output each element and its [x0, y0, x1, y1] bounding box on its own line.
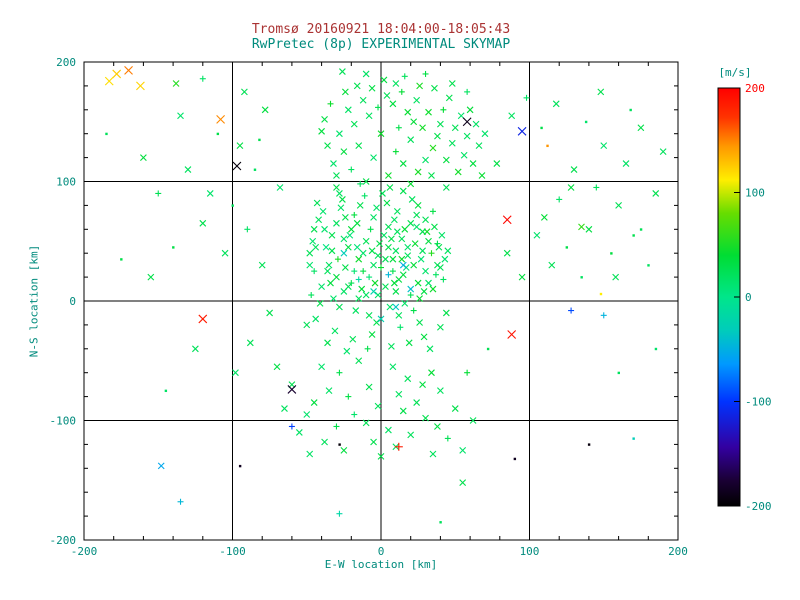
tick-labels: -200 -100 0 100 200 -200 -100 0 100 200 [50, 56, 688, 558]
plot-title: Tromsø 20160921 18:04:00-18:05:43 [251, 22, 511, 37]
scatter-point [654, 347, 658, 351]
colorbar: [m/s] 200 100 0 -100 -200 [717, 66, 772, 513]
scatter-point [513, 457, 517, 461]
scatter-point [172, 246, 175, 249]
scatter-point [629, 108, 632, 112]
scatter-point [546, 144, 549, 148]
scatter-point [164, 389, 168, 393]
scatter-point [599, 292, 603, 296]
scatter-point [587, 443, 591, 446]
scatter-point [439, 521, 442, 524]
grid-lines [84, 62, 678, 540]
y-tick-label: 200 [56, 56, 76, 69]
scatter-point [120, 258, 123, 261]
scatter-point [231, 204, 234, 207]
y-axis-label: N-S location [km] [27, 244, 41, 358]
plot-subtitle: RwPretec (8p) EXPERIMENTAL SKYMAP [251, 37, 511, 52]
colorbar-tick-label: 0 [745, 291, 752, 304]
scatter-points [104, 65, 667, 524]
colorbar-tick-label: 200 [745, 82, 765, 95]
scatter-point [338, 443, 341, 446]
x-tick-label: 100 [520, 545, 540, 558]
scatter-point [610, 252, 613, 255]
colorbar-tick-label: -100 [745, 396, 772, 409]
scatter-point [639, 228, 643, 231]
scatter-point [565, 246, 569, 249]
y-tick-label: 0 [69, 295, 76, 308]
scatter-point [258, 138, 261, 142]
x-tick-label: 200 [668, 545, 688, 558]
axis-ticks [84, 62, 678, 540]
x-tick-label: -200 [71, 545, 98, 558]
scatter-point [540, 126, 543, 130]
scatter-point [216, 132, 220, 136]
colorbar-tick-label: -200 [745, 500, 772, 513]
y-tick-label: -200 [50, 534, 77, 547]
y-tick-label: -100 [50, 415, 77, 428]
scatter-point [647, 264, 650, 267]
scatter-point [632, 437, 635, 440]
x-axis-label: E-W location [km] [324, 558, 438, 571]
scatter-point [238, 464, 242, 468]
colorbar-unit-label: [m/s] [718, 66, 751, 79]
scatter-point [580, 276, 583, 279]
scatter-point [584, 120, 588, 124]
x-tick-label: -100 [219, 545, 246, 558]
y-tick-label: 100 [56, 176, 76, 189]
scatter-point [105, 132, 108, 136]
scatter-point [632, 234, 635, 237]
colorbar-tick-label: 100 [745, 187, 765, 200]
scatter-point [486, 347, 490, 351]
scatter-point [617, 371, 620, 375]
x-tick-label: 0 [378, 545, 385, 558]
scatter-point [253, 168, 257, 171]
